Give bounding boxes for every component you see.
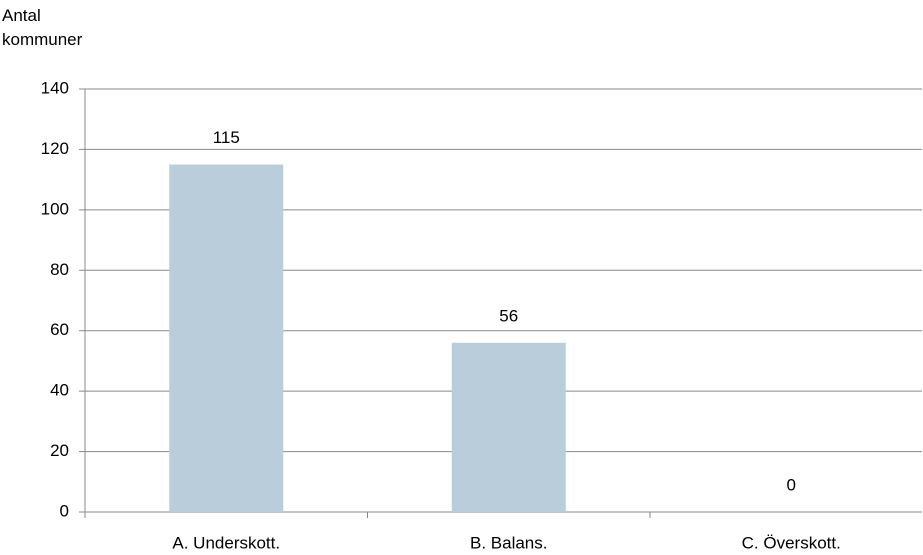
y-tick-label: 0 [60,501,69,520]
x-tick-label: B. Balans. [470,533,548,552]
x-tick-label: A. Underskott. [172,533,280,552]
y-axis-label: Antal kommuner [2,6,83,49]
data-label: 115 [213,128,240,147]
data-label: 56 [499,306,518,325]
y-tick-label: 100 [41,199,69,218]
bar [169,164,284,513]
data-label: 0 [787,475,796,494]
y-tick-label: 40 [50,381,69,400]
y-tick-label: 60 [50,320,69,339]
y-tick-label: 140 [41,78,69,97]
y-tick-label: 120 [41,139,69,158]
y-tick-label: 20 [50,441,69,460]
bar [451,342,566,512]
y-tick-label: 80 [50,260,69,279]
x-tick-label: C. Överskott. [742,533,841,552]
